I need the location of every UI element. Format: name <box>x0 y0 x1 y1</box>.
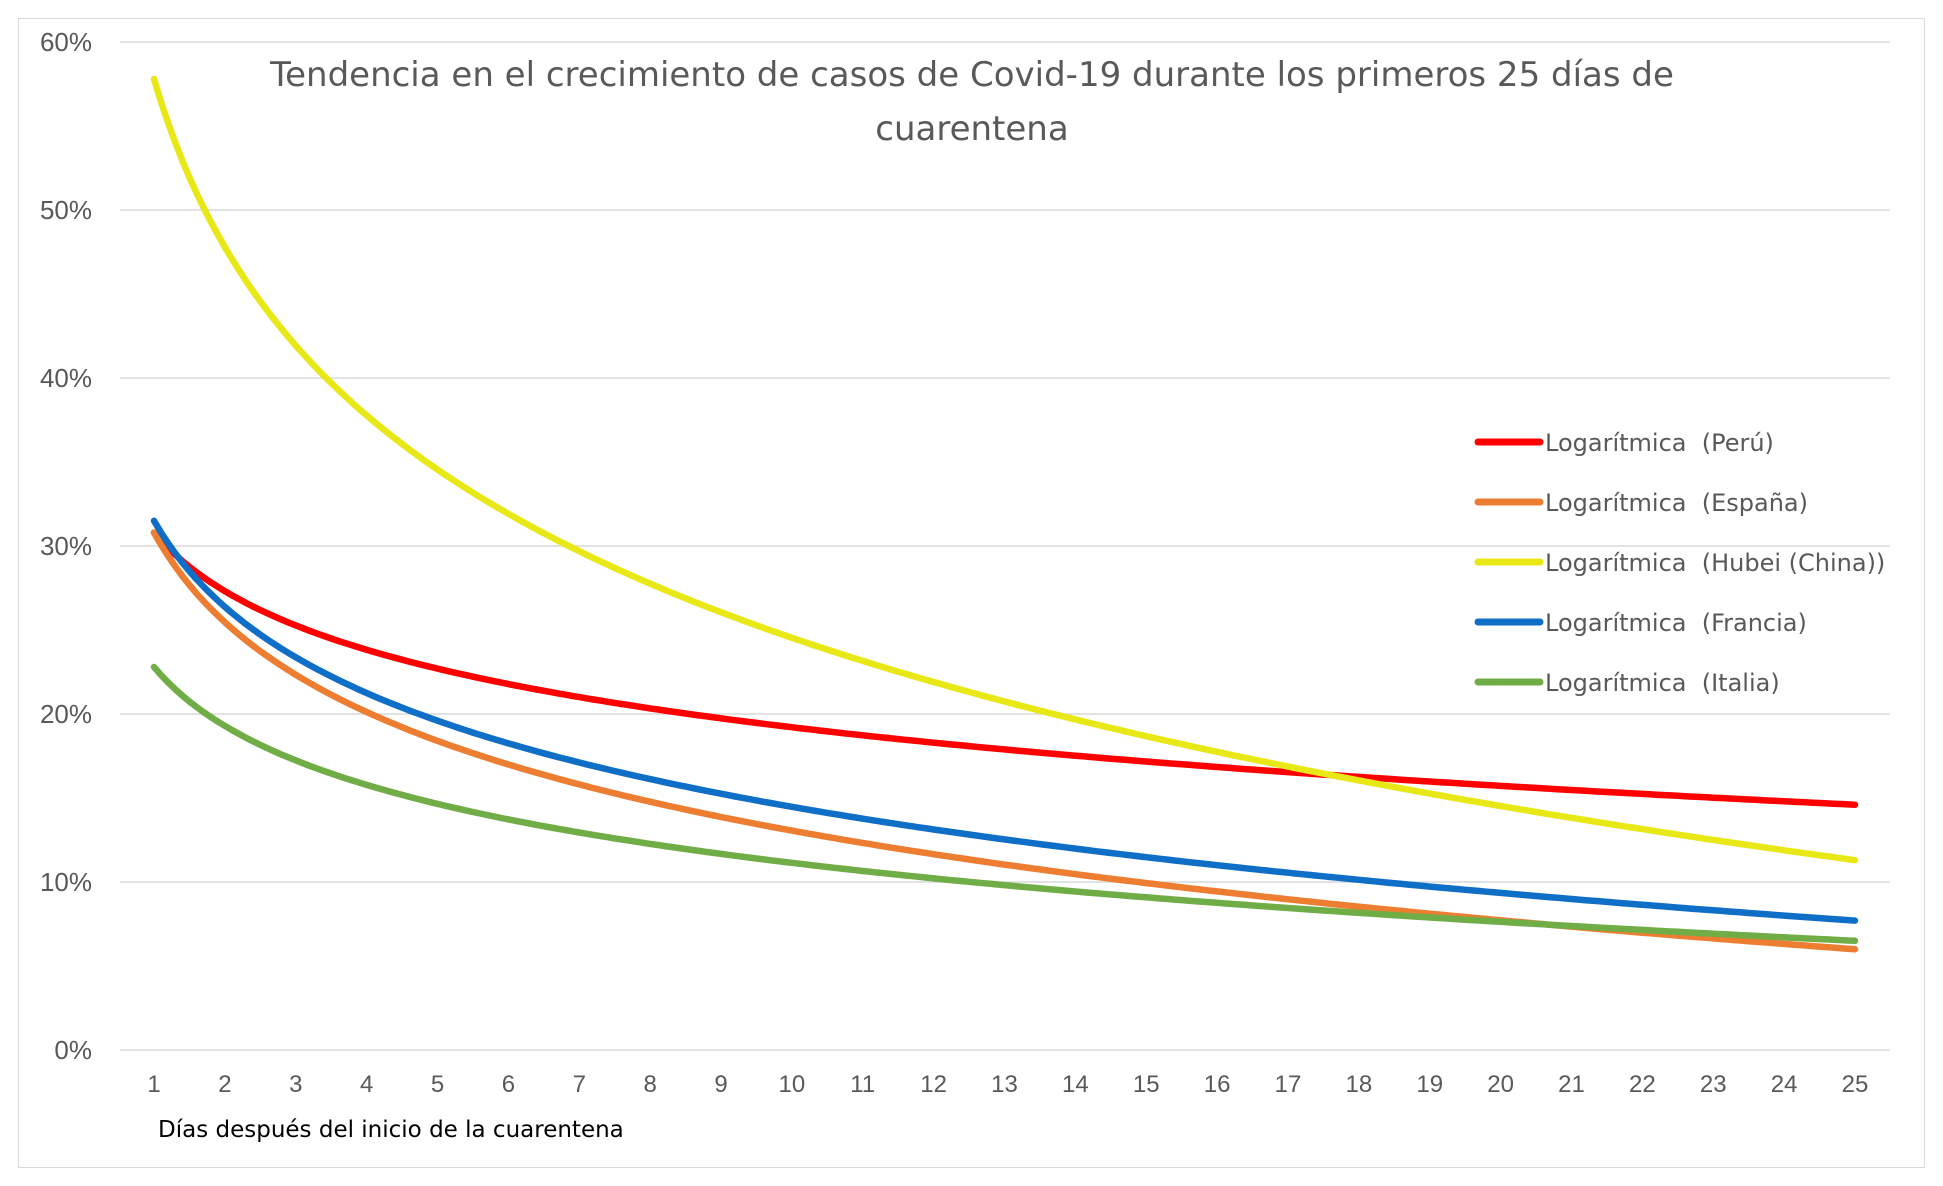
x-tick-label: 9 <box>714 1071 727 1098</box>
x-tick-label: 24 <box>1771 1071 1798 1098</box>
x-tick-label: 16 <box>1204 1071 1231 1098</box>
x-tick-label: 6 <box>502 1071 515 1098</box>
y-tick-label: 0% <box>54 1035 92 1065</box>
y-tick-label: 20% <box>40 699 92 729</box>
x-tick-label: 8 <box>643 1071 656 1098</box>
series-line <box>150 75 1859 864</box>
legend-entry: Logarítmica (España) <box>1545 489 1808 517</box>
y-axis-ticks: 0% 10% 20% 30% 40% 50% 60% <box>40 27 92 1065</box>
legend-entry: Logarítmica (Italia) <box>1545 669 1780 697</box>
x-tick-label: 20 <box>1487 1071 1514 1098</box>
x-tick-label: 19 <box>1416 1071 1443 1098</box>
x-tick-label: 15 <box>1133 1071 1160 1098</box>
x-axis-ticks: 1 2 3 4 5 6 7 8 9 10 11 12 13 14 15 16 17 18 19 20 21 22 23 24 2… <box>147 1071 1868 1098</box>
x-tick-label: 14 <box>1062 1071 1089 1098</box>
x-tick-label: 10 <box>779 1071 806 1098</box>
y-tick-label: 40% <box>40 363 92 393</box>
y-tick-label: 60% <box>40 27 92 57</box>
x-tick-label: 23 <box>1700 1071 1727 1098</box>
x-tick-label: 1 <box>147 1071 160 1098</box>
x-tick-label: 13 <box>991 1071 1018 1098</box>
y-tick-label: 30% <box>40 531 92 561</box>
x-tick-label: 12 <box>920 1071 947 1098</box>
x-tick-label: 4 <box>360 1071 373 1098</box>
x-tick-label: 25 <box>1842 1071 1869 1098</box>
y-tick-label: 10% <box>40 867 92 897</box>
series-line <box>150 529 1859 808</box>
legend-entry: Logarítmica (Francia) <box>1545 609 1807 637</box>
series-lines <box>150 75 1859 953</box>
x-tick-label: 21 <box>1558 1071 1585 1098</box>
x-tick-label: 22 <box>1629 1071 1656 1098</box>
chart-title-line-2: cuarentena <box>875 109 1068 149</box>
x-axis-label: Días después del inicio de la cuarentena <box>158 1117 624 1143</box>
legend-entry: Logarítmica (Perú) <box>1545 429 1774 457</box>
chart-title-line-1: Tendencia en el crecimiento de casos de … <box>269 55 1674 95</box>
x-tick-label: 5 <box>431 1071 444 1098</box>
x-tick-label: 7 <box>573 1071 586 1098</box>
y-tick-label: 50% <box>40 195 92 225</box>
x-tick-label: 11 <box>850 1071 875 1098</box>
legend: Logarítmica (Perú) Logarítmica (España) Lo… <box>1474 429 1885 697</box>
gridlines <box>120 41 1890 1051</box>
series-line <box>150 517 1859 924</box>
x-tick-label: 2 <box>218 1071 231 1098</box>
series-line <box>150 663 1859 945</box>
x-tick-label: 17 <box>1275 1071 1302 1098</box>
x-tick-label: 18 <box>1346 1071 1373 1098</box>
legend-entry: Logarítmica (Hubei (China)) <box>1545 549 1885 577</box>
x-tick-label: 3 <box>289 1071 302 1098</box>
